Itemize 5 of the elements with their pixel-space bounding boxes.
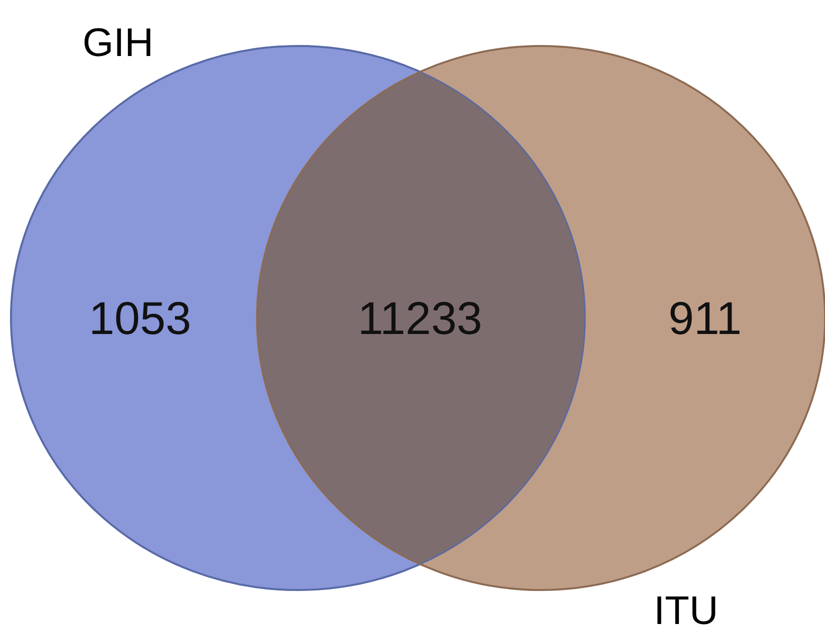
data-label: 1053 — [88, 292, 192, 344]
data-label: 11233 — [358, 292, 482, 344]
category-label: GIH — [82, 21, 154, 65]
category-label: ITU — [654, 589, 718, 633]
data-label: 911 — [668, 292, 742, 344]
